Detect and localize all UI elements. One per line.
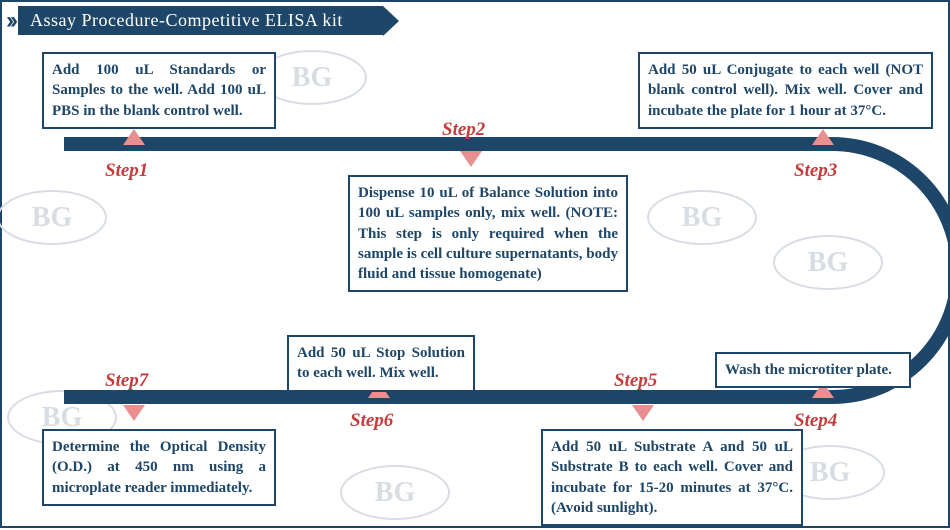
step2-label: Step2 bbox=[442, 119, 485, 141]
step3-label: Step3 bbox=[794, 160, 837, 182]
step5-box: Add 50 uL Substrate A and 50 uL Substrat… bbox=[541, 429, 803, 526]
header-title: Assay Procedure-Competitive ELISA kit bbox=[18, 6, 383, 35]
step3-box: Add 50 uL Conjugate to each well (NOT bl… bbox=[638, 52, 933, 129]
step5-arrow-icon bbox=[632, 405, 654, 421]
header: ›› Assay Procedure-Competitive ELISA kit bbox=[6, 6, 383, 35]
step7-box: Determine the Optical Density (O.D.) at … bbox=[42, 429, 276, 506]
bg-watermark: BG bbox=[773, 235, 883, 290]
step1-box: Add 100 uL Standards or Samples to the w… bbox=[42, 52, 276, 129]
step6-box: Add 50 uL Stop Solution to each well. Mi… bbox=[287, 335, 475, 392]
bg-watermark: BG bbox=[0, 190, 107, 245]
step3-arrow-icon bbox=[812, 129, 834, 145]
bg-watermark: BG bbox=[647, 190, 757, 245]
step7-label: Step7 bbox=[105, 370, 148, 392]
step1-label: Step1 bbox=[105, 160, 148, 182]
step2-box: Dispense 10 uL of Balance Solution into … bbox=[348, 175, 628, 292]
step4-box: Wash the microtiter plate. bbox=[715, 352, 911, 388]
chevron-icon: ›› bbox=[6, 7, 14, 35]
bg-watermark: BG bbox=[340, 465, 450, 520]
step7-arrow-icon bbox=[123, 405, 145, 421]
step2-arrow-icon bbox=[460, 151, 482, 167]
step5-label: Step5 bbox=[614, 370, 657, 392]
step6-label: Step6 bbox=[350, 410, 393, 432]
step1-arrow-icon bbox=[123, 129, 145, 145]
